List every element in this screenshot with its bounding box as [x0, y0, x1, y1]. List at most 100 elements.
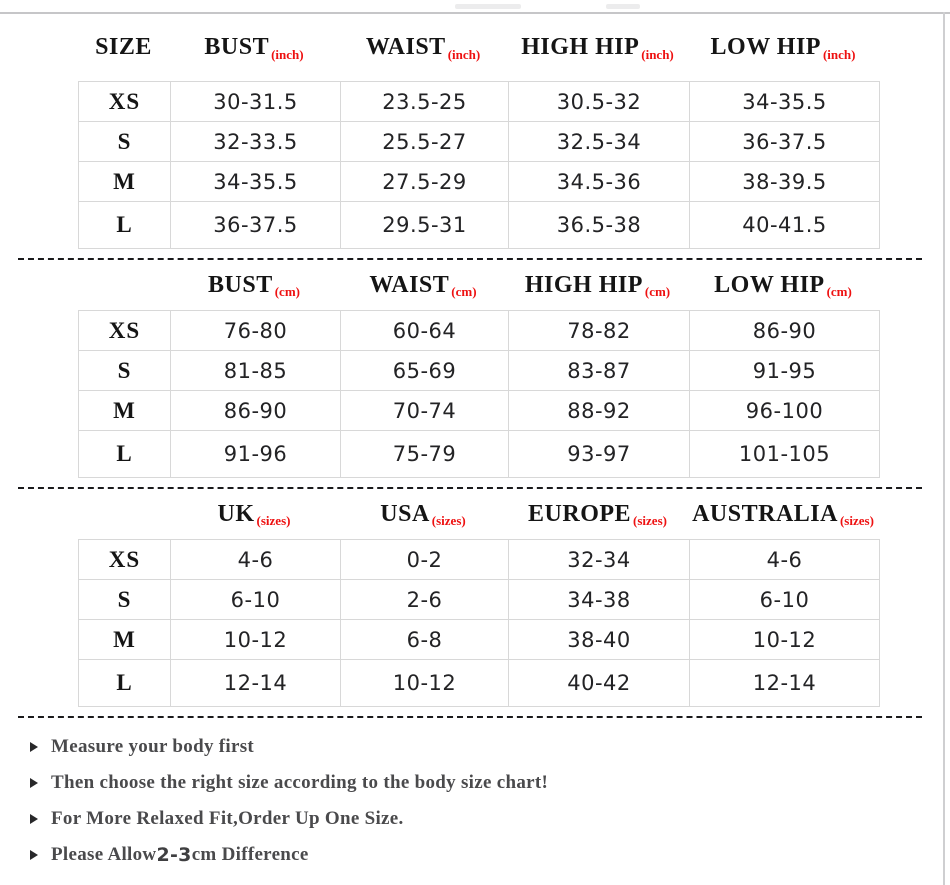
value-cell: 10-12 [170, 620, 340, 659]
unit-subscript: (inch) [271, 46, 304, 62]
column-header-label: BUST [204, 34, 270, 60]
column-header: HIGH HIP (cm) [507, 260, 688, 310]
value-cell: 78-82 [508, 311, 689, 350]
column-header: LOW HIP (cm) [688, 260, 878, 310]
column-header: HIGH HIP (inch) [507, 14, 688, 81]
note-text: Please Allow [51, 844, 157, 865]
value-cell: 27.5-29 [340, 162, 508, 201]
triangle-bullet-icon [30, 814, 38, 824]
table-row: S 81-85 65-69 83-87 91-95 [79, 350, 879, 390]
value-cell: 36-37.5 [689, 122, 879, 161]
value-cell: 91-96 [170, 431, 340, 477]
table-grid: XS 30-31.5 23.5-25 30.5-32 34-35.5 S 32-33.5 25… [78, 81, 880, 249]
size-cell: L [116, 212, 133, 237]
column-header-label: LOW HIP [710, 34, 821, 60]
value-cell: 81-85 [170, 351, 340, 390]
value-cell: 6-10 [170, 580, 340, 619]
triangle-bullet-icon [30, 778, 38, 788]
column-header: AUSTRALIA (sizes) [688, 489, 878, 539]
table-row: L 12-14 10-12 40-42 12-14 [79, 659, 879, 706]
value-cell: 4-6 [689, 540, 879, 579]
value-cell: 32-34 [508, 540, 689, 579]
value-cell: 34-35.5 [170, 162, 340, 201]
note-text: Then choose the right size according to … [51, 772, 549, 793]
value-cell: 38-39.5 [689, 162, 879, 201]
value-cell: 25.5-27 [340, 122, 508, 161]
size-chart-content: SIZE BUST (inch) WAIST (inch) HIGH HIP (inch) L… [18, 14, 922, 718]
value-cell: 29.5-31 [340, 202, 508, 248]
unit-subscript: (sizes) [839, 513, 874, 528]
note-text: For More Relaxed Fit,Order Up One Size. [51, 808, 404, 829]
cut-off-text-remnant [455, 4, 521, 9]
column-header-label: HIGH HIP [524, 271, 643, 298]
table-row: S 32-33.5 25.5-27 32.5-34 36-37.5 [79, 121, 879, 161]
value-cell: 32.5-34 [508, 122, 689, 161]
dashed-divider [18, 258, 922, 260]
size-cell: M [113, 397, 136, 423]
note-item: Measure your body first [30, 729, 910, 765]
size-table-inch: SIZE BUST (inch) WAIST (inch) HIGH HIP (inch) L… [78, 14, 880, 249]
size-cell: XS [108, 88, 141, 114]
triangle-bullet-icon [30, 742, 38, 752]
value-cell: 65-69 [340, 351, 508, 390]
column-header-label: HIGH HIP [521, 34, 640, 60]
value-cell: 101-105 [689, 431, 879, 477]
value-cell: 10-12 [340, 660, 508, 706]
notes-list: Measure your body first Then choose the r… [30, 705, 910, 873]
value-cell: 96-100 [689, 391, 879, 430]
table-grid: XS 76-80 60-64 78-82 86-90 S 81-85 65-69 83-87 91… [78, 310, 880, 478]
value-cell: 0-2 [340, 540, 508, 579]
unit-subscript: (inch) [822, 46, 856, 62]
value-cell: 60-64 [340, 311, 508, 350]
table-row: M 10-12 6-8 38-40 10-12 [79, 619, 879, 659]
table-row: M 86-90 70-74 88-92 96-100 [79, 390, 879, 430]
column-header: WAIST (cm) [339, 260, 507, 310]
value-cell: 10-12 [689, 620, 879, 659]
value-cell: 34-38 [508, 580, 689, 619]
table-row: L 91-96 75-79 93-97 101-105 [79, 430, 879, 477]
value-cell: 83-87 [508, 351, 689, 390]
column-header-label: LOW HIP [714, 271, 825, 298]
value-cell: 76-80 [170, 311, 340, 350]
column-header: UK (sizes) [169, 489, 339, 539]
note-item: Then choose the right size according to … [30, 765, 910, 801]
table-row: M 34-35.5 27.5-29 34.5-36 38-39.5 [79, 161, 879, 201]
value-cell: 40-41.5 [689, 202, 879, 248]
note-text: 2-3 [156, 844, 192, 866]
value-cell: 86-90 [689, 311, 879, 350]
column-header-empty [78, 489, 169, 539]
table-row: XS 4-6 0-2 32-34 4-6 [79, 540, 879, 579]
size-table-cm: BUST (cm) WAIST (cm) HIGH HIP (cm) LOW HIP (cm)… [78, 260, 880, 478]
size-cell: L [116, 441, 133, 466]
value-cell: 38-40 [508, 620, 689, 659]
value-cell: 12-14 [689, 660, 879, 706]
value-cell: 86-90 [170, 391, 340, 430]
note-text: cm Difference [191, 844, 309, 865]
unit-subscript: (sizes) [633, 513, 667, 528]
column-header-label: WAIST [369, 271, 450, 298]
column-header: SIZE [78, 14, 169, 81]
size-cell: S [117, 128, 132, 154]
value-cell: 2-6 [340, 580, 508, 619]
size-table-international: UK (sizes) USA (sizes) EUROPE (sizes) AUSTRAL… [78, 489, 880, 707]
column-header-label: UK [217, 500, 255, 527]
column-header: USA (sizes) [339, 489, 507, 539]
unit-subscript: (cm) [826, 284, 852, 299]
size-cell: S [117, 586, 132, 612]
value-cell: 75-79 [340, 431, 508, 477]
unit-subscript: (cm) [274, 284, 300, 299]
dashed-divider [18, 487, 922, 489]
unit-subscript: (sizes) [431, 513, 466, 528]
right-border-line [943, 12, 945, 885]
table-grid: XS 4-6 0-2 32-34 4-6 S 6-10 2-6 34-38 6-10 M 10-12 6… [78, 539, 880, 707]
value-cell: 6-10 [689, 580, 879, 619]
column-header: EUROPE (sizes) [507, 489, 688, 539]
table-header-row: SIZE BUST (inch) WAIST (inch) HIGH HIP (inch) L… [78, 14, 880, 81]
value-cell: 34-35.5 [689, 82, 879, 121]
size-cell: L [116, 670, 133, 695]
value-cell: 34.5-36 [508, 162, 689, 201]
note-item: Please Allow 2-3 cm Difference [30, 837, 910, 873]
value-cell: 40-42 [508, 660, 689, 706]
size-cell: M [113, 626, 136, 652]
